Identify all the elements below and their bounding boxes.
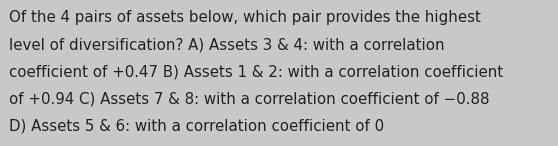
Text: D) Assets 5 & 6: with a correlation coefficient of 0: D) Assets 5 & 6: with a correlation coef… — [9, 118, 384, 133]
Text: Of the 4 pairs of assets below, which pair provides the highest: Of the 4 pairs of assets below, which pa… — [9, 10, 481, 25]
Text: coefficient of +0.47 B) Assets 1 & 2: with a correlation coefficient: coefficient of +0.47 B) Assets 1 & 2: wi… — [9, 64, 503, 79]
Text: level of diversification? A) Assets 3 & 4: with a correlation: level of diversification? A) Assets 3 & … — [9, 37, 445, 52]
Text: of +0.94 C) Assets 7 & 8: with a correlation coefficient of −0.88: of +0.94 C) Assets 7 & 8: with a correla… — [9, 91, 489, 106]
